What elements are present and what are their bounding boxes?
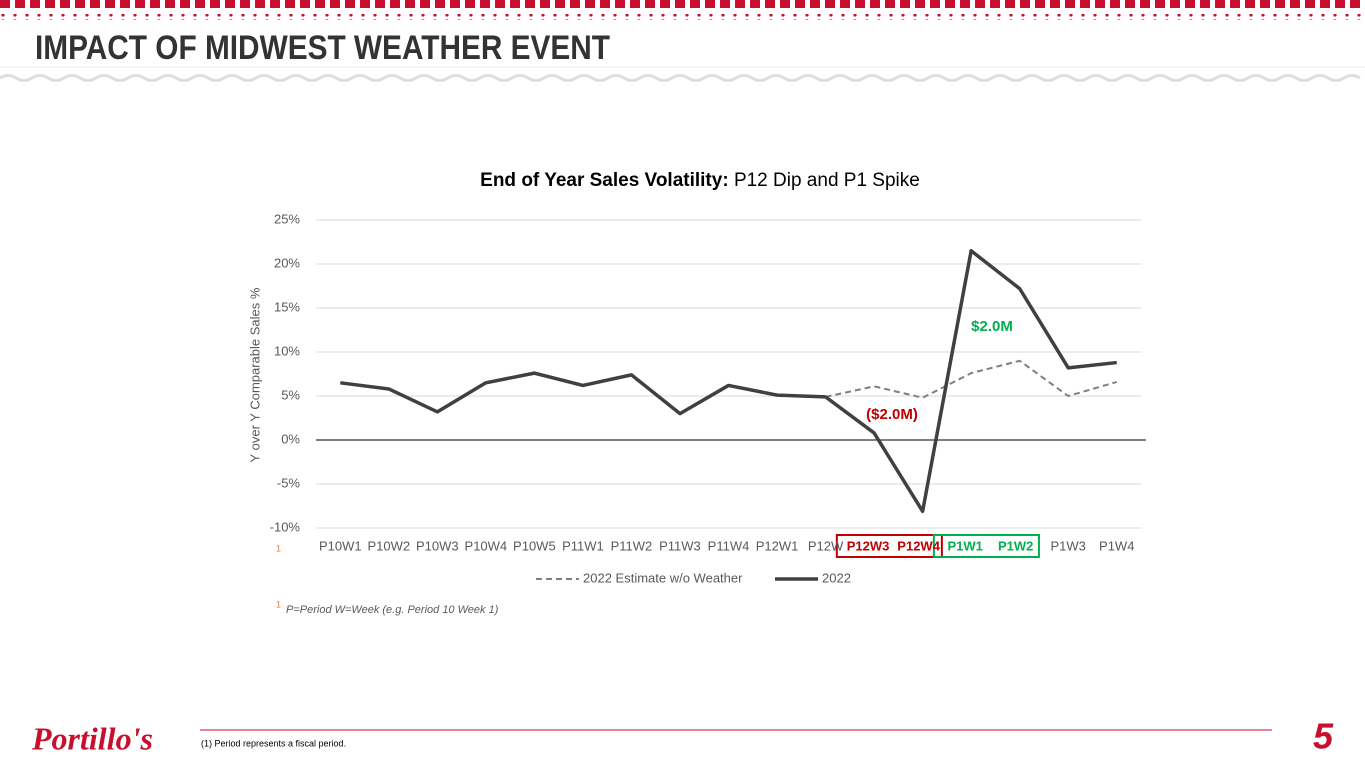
series-line: [340, 249, 1117, 514]
x-tick-label: P11W1: [562, 538, 604, 553]
x-tick-label: P12W4: [897, 538, 940, 553]
x-tick-label: P1W2: [998, 538, 1033, 553]
x-tick-label: P11W3: [659, 538, 701, 553]
y-tick-label: -10%: [270, 519, 301, 534]
x-tick-label: P11W4: [708, 538, 750, 553]
footer-note: (1) Period represents a fiscal period.: [201, 738, 346, 748]
x-tick-label: P12W1: [756, 538, 799, 553]
slide-title: IMPACT OF MIDWEST WEATHER EVENT: [35, 29, 610, 67]
x-tick-label: P1W3: [1051, 538, 1086, 553]
y-tick-label: 25%: [274, 211, 300, 226]
y-tick-label: 20%: [274, 255, 300, 270]
annotation: $2.0M: [971, 318, 1013, 335]
chart-title-bold: End of Year Sales Volatility:: [480, 170, 729, 191]
logo: Portillo's: [31, 720, 153, 756]
x-tick-label: P1W4: [1099, 538, 1134, 553]
y-tick-label: 15%: [274, 299, 300, 314]
x-tick-label: P12W: [808, 538, 844, 553]
category-highlight: [835, 534, 943, 558]
footnote-marker: 1: [276, 599, 281, 609]
chart-title: End of Year Sales Volatility: P12 Dip an…: [480, 170, 920, 191]
x-tick-label: P1W1: [947, 538, 982, 553]
y-axis-label: Y over Y Comparable Sales %: [247, 287, 262, 462]
x-tick-label: P10W2: [367, 538, 410, 553]
legend-label: 2022 Estimate w/o Weather: [583, 570, 743, 585]
x-tick-label: P10W3: [416, 538, 459, 553]
x-tick-label: P10W4: [465, 538, 508, 553]
legend-label: 2022: [822, 570, 851, 585]
x-tick-label: P11W2: [611, 538, 653, 553]
y-tick-label: 10%: [274, 343, 300, 358]
series-line: [825, 359, 1118, 399]
header-stripe: [0, 0, 1365, 8]
page-number: 5: [1313, 716, 1334, 757]
x-tick-label: P10W1: [319, 538, 362, 553]
header-dots: [0, 14, 1365, 20]
footnote-marker: 1: [276, 543, 281, 553]
chart-subtitle: P12 Dip and P1 Spike: [734, 170, 920, 191]
category-highlight: [932, 534, 1040, 558]
y-tick-label: -5%: [277, 475, 301, 490]
footnote: P=Period W=Week (e.g. Period 10 Week 1): [286, 604, 499, 616]
x-tick-label: P10W5: [513, 538, 556, 553]
annotation: ($2.0M): [866, 406, 918, 423]
header-wave: [0, 74, 1361, 82]
x-tick-label: P12W3: [847, 538, 890, 553]
y-tick-label: 5%: [281, 387, 300, 402]
y-tick-label: 0%: [281, 431, 300, 446]
